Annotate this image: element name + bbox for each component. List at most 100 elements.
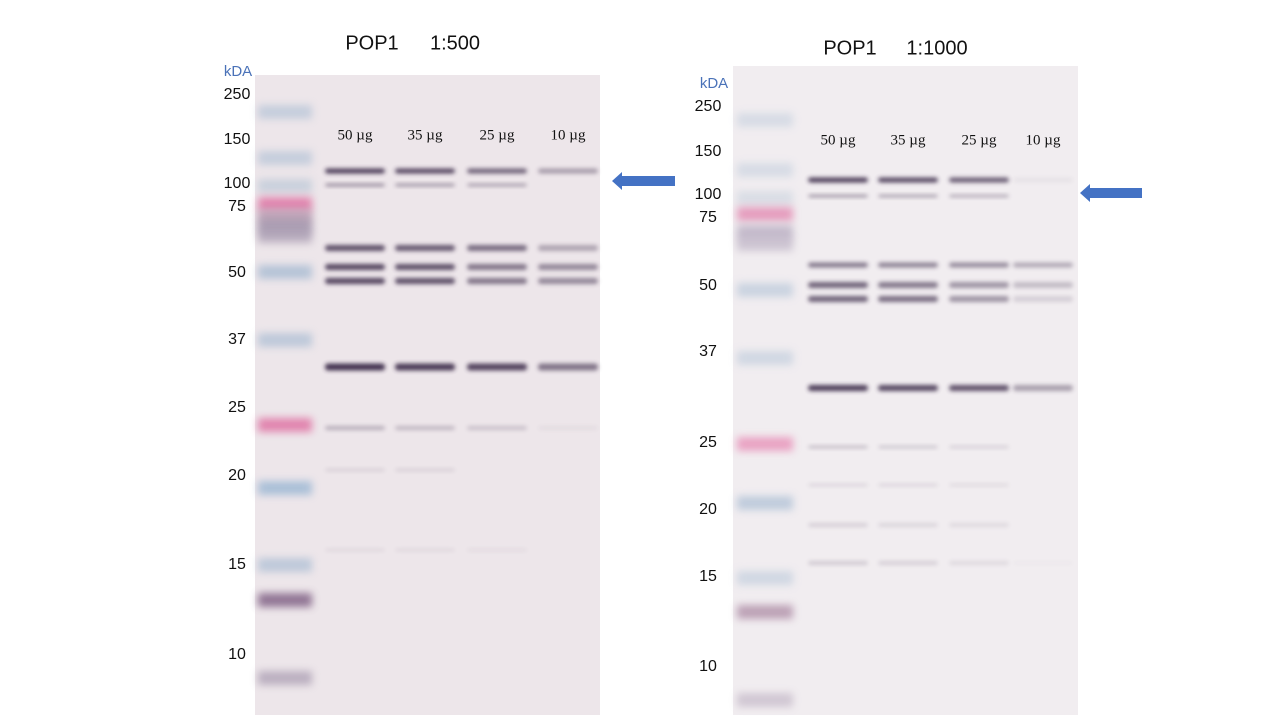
- protein-band: [808, 445, 868, 449]
- marker-label: 75: [228, 198, 246, 215]
- protein-band: [395, 183, 455, 187]
- ladder-band: [258, 197, 312, 211]
- protein-band: [808, 523, 868, 527]
- protein-band: [395, 468, 455, 472]
- protein-band: [808, 296, 868, 302]
- protein-band: [467, 278, 527, 284]
- ladder-band: [258, 229, 312, 243]
- protein-band: [538, 168, 598, 174]
- protein-band: [395, 278, 455, 284]
- protein-band: [949, 194, 1009, 198]
- protein-band: [808, 262, 868, 268]
- marker-label: 250: [695, 98, 722, 115]
- protein-band: [949, 296, 1009, 302]
- ladder-band: [258, 265, 312, 279]
- protein-band: [325, 363, 385, 371]
- marker-label: 15: [699, 568, 717, 585]
- protein-band: [395, 363, 455, 371]
- protein-band: [808, 177, 868, 183]
- protein-band: [878, 282, 938, 288]
- lane-label: 25 µg: [480, 127, 515, 143]
- protein-band: [949, 523, 1009, 527]
- lane-label: 25 µg: [962, 132, 997, 148]
- protein-band: [325, 426, 385, 430]
- protein-band: [325, 264, 385, 270]
- marker-label: 50: [228, 264, 246, 281]
- protein-band: [325, 468, 385, 472]
- marker-label: 50: [699, 277, 717, 294]
- protein-band: [808, 385, 868, 391]
- protein-band: [949, 385, 1009, 391]
- lane-label: 10 µg: [1026, 132, 1061, 148]
- protein-band: [878, 296, 938, 302]
- panel-title: POP1: [823, 37, 876, 59]
- ladder-band: [737, 437, 793, 451]
- protein-band: [1013, 262, 1073, 268]
- marker-label: 10: [228, 646, 246, 663]
- protein-band: [1013, 561, 1073, 565]
- marker-label: 37: [699, 343, 717, 360]
- protein-band: [949, 561, 1009, 565]
- marker-label: 20: [699, 501, 717, 518]
- ladder-band: [737, 351, 793, 365]
- protein-band: [1013, 385, 1073, 391]
- marker-label: 25: [699, 434, 717, 451]
- protein-band: [395, 264, 455, 270]
- protein-band: [878, 561, 938, 565]
- protein-band: [538, 363, 598, 371]
- ladder-band: [737, 496, 793, 510]
- protein-band: [467, 548, 527, 552]
- arrow: [1080, 184, 1142, 202]
- protein-band: [878, 177, 938, 183]
- ladder-band: [737, 605, 793, 619]
- ladder-band: [737, 237, 793, 251]
- ladder-band: [737, 207, 793, 221]
- protein-band: [538, 278, 598, 284]
- ladder-band: [737, 571, 793, 585]
- protein-band: [325, 168, 385, 174]
- protein-band: [949, 177, 1009, 183]
- ladder-band: [737, 191, 793, 205]
- membrane: [255, 75, 600, 715]
- marker-label: 20: [228, 467, 246, 484]
- protein-band: [1013, 296, 1073, 302]
- protein-band: [395, 245, 455, 251]
- dilution: 1:1000: [906, 37, 967, 59]
- protein-band: [949, 483, 1009, 487]
- ladder-band: [258, 151, 312, 165]
- dilution: 1:500: [430, 32, 480, 54]
- ladder-band: [737, 225, 793, 239]
- ladder-band: [258, 418, 312, 432]
- marker-label: 250: [224, 86, 251, 103]
- protein-band: [808, 194, 868, 198]
- protein-band: [467, 363, 527, 371]
- unit-label: kDA: [224, 63, 252, 80]
- protein-band: [808, 282, 868, 288]
- unit-label: kDA: [700, 75, 728, 92]
- protein-band: [878, 523, 938, 527]
- protein-band: [325, 245, 385, 251]
- marker-label: 37: [228, 331, 246, 348]
- marker-label: 10: [699, 658, 717, 675]
- marker-label: 100: [224, 175, 251, 192]
- protein-band: [538, 245, 598, 251]
- protein-band: [878, 262, 938, 268]
- lane-label: 35 µg: [408, 127, 443, 143]
- protein-band: [538, 426, 598, 430]
- protein-band: [878, 194, 938, 198]
- protein-band: [467, 245, 527, 251]
- ladder-band: [258, 671, 312, 685]
- ladder-band: [258, 105, 312, 119]
- marker-label: 150: [224, 131, 251, 148]
- protein-band: [467, 426, 527, 430]
- protein-band: [395, 548, 455, 552]
- protein-band: [878, 385, 938, 391]
- ladder-band: [737, 693, 793, 707]
- protein-band: [325, 548, 385, 552]
- protein-band: [325, 278, 385, 284]
- ladder-band: [737, 113, 793, 127]
- marker-label: 15: [228, 556, 246, 573]
- marker-label: 25: [228, 399, 246, 416]
- protein-band: [538, 264, 598, 270]
